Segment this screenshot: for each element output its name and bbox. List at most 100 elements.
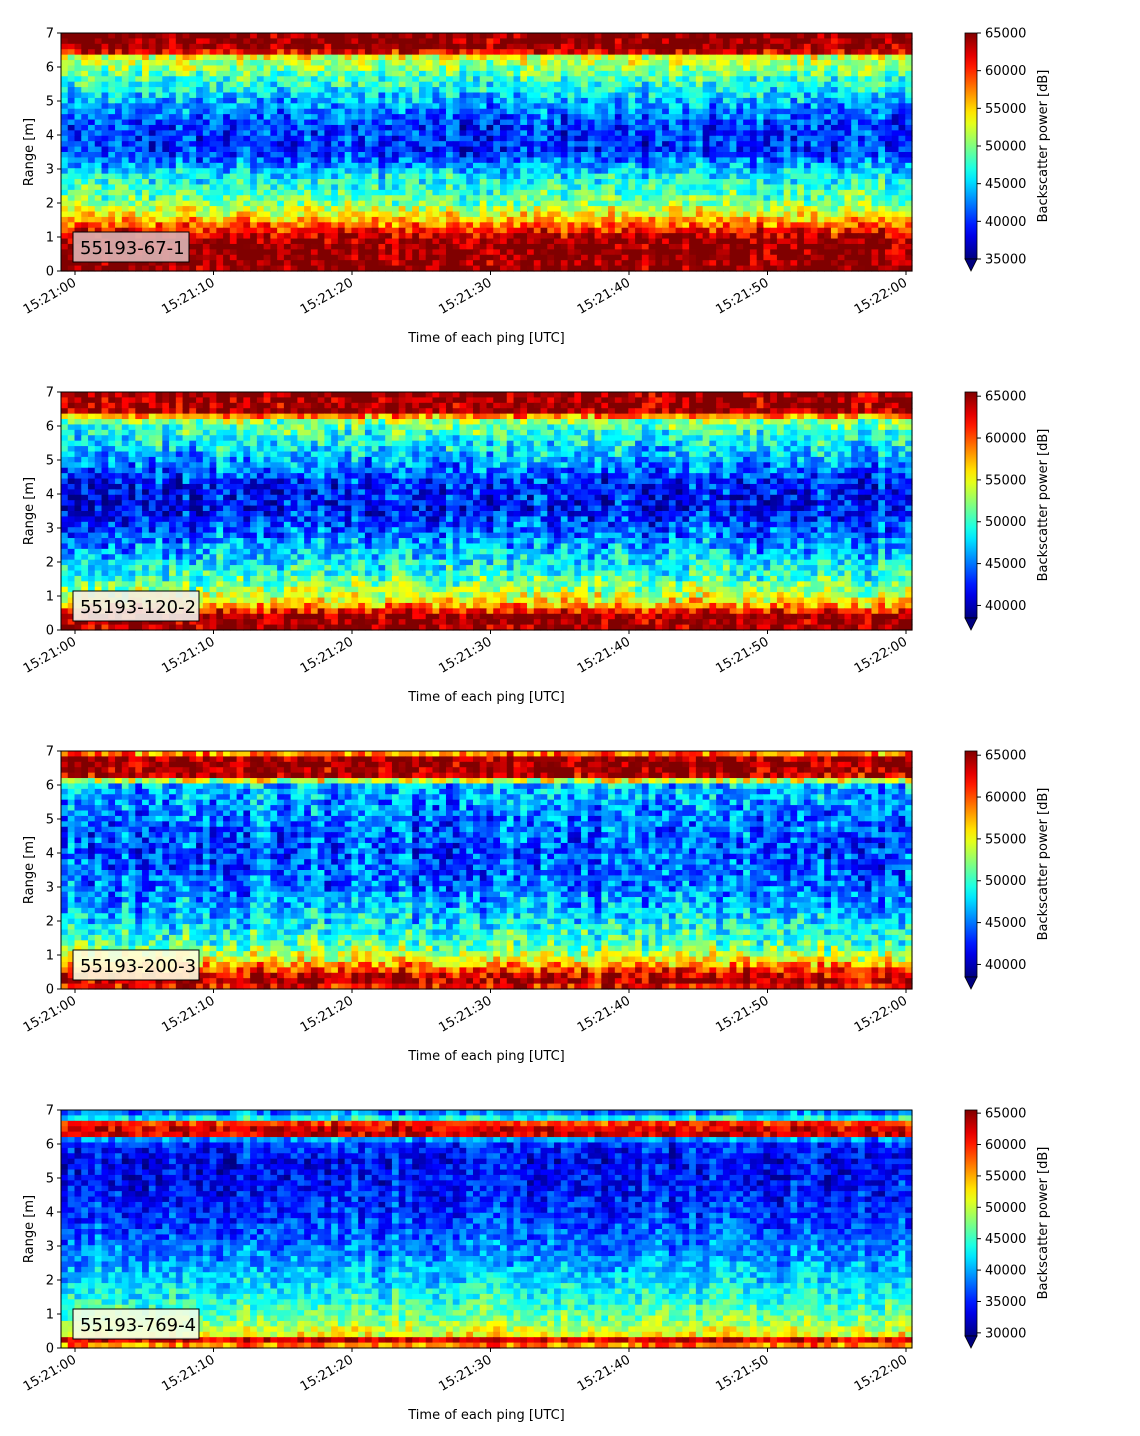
heatmap-cell bbox=[655, 92, 663, 99]
heatmap-cell bbox=[540, 119, 548, 126]
heatmap-cell bbox=[763, 216, 771, 223]
heatmap-cell bbox=[871, 238, 879, 245]
heatmap-cell bbox=[81, 227, 89, 234]
heatmap-cell bbox=[445, 189, 454, 196]
heatmap-cell bbox=[398, 146, 407, 153]
heatmap-cell bbox=[317, 65, 325, 72]
heatmap-cell bbox=[554, 70, 562, 77]
heatmap-cell bbox=[128, 124, 136, 131]
heatmap-cell bbox=[94, 189, 103, 196]
heatmap-cell bbox=[864, 157, 873, 164]
heatmap-cell bbox=[283, 222, 292, 229]
heatmap-cell bbox=[337, 97, 346, 104]
heatmap-cell bbox=[709, 103, 717, 110]
heatmap-cell bbox=[614, 168, 623, 175]
heatmap-cell bbox=[878, 54, 886, 61]
heatmap-cell bbox=[608, 92, 616, 99]
heatmap-cell bbox=[722, 130, 731, 137]
heatmap-cell bbox=[256, 108, 265, 115]
heatmap-cell bbox=[425, 70, 434, 77]
heatmap-cell bbox=[594, 146, 602, 153]
heatmap-cell bbox=[729, 70, 737, 77]
heatmap-cell bbox=[209, 227, 217, 234]
heatmap-cell bbox=[905, 216, 913, 223]
heatmap-cell bbox=[439, 216, 447, 223]
heatmap-cell bbox=[351, 173, 359, 180]
heatmap-cell bbox=[770, 216, 778, 223]
heatmap-cell bbox=[290, 157, 298, 164]
heatmap-cell bbox=[716, 119, 724, 126]
heatmap-cell bbox=[540, 141, 548, 148]
heatmap-cell bbox=[878, 81, 886, 88]
heatmap-cell bbox=[94, 81, 103, 88]
heatmap-cell bbox=[304, 124, 312, 131]
heatmap-cell bbox=[466, 54, 474, 61]
heatmap-cell bbox=[148, 43, 157, 50]
heatmap-cell bbox=[439, 238, 447, 245]
heatmap-cell bbox=[270, 243, 278, 250]
heatmap-cell bbox=[533, 130, 542, 137]
heatmap-cell bbox=[884, 108, 893, 115]
heatmap-cell bbox=[662, 146, 670, 153]
heatmap-cell bbox=[398, 49, 407, 56]
heatmap-cell bbox=[520, 238, 528, 245]
heatmap-cell bbox=[216, 87, 224, 94]
heatmap-cell bbox=[432, 108, 440, 115]
heatmap-cell bbox=[878, 189, 886, 196]
heatmap-cell bbox=[736, 146, 744, 153]
heatmap-cell bbox=[74, 206, 82, 213]
heatmap-cell bbox=[324, 108, 332, 115]
heatmap-cell bbox=[736, 173, 744, 180]
heatmap-cell bbox=[864, 124, 873, 131]
heatmap-cell bbox=[466, 152, 474, 159]
heatmap-cell bbox=[655, 114, 663, 121]
heatmap-cell bbox=[317, 227, 325, 234]
heatmap-cell bbox=[783, 60, 792, 67]
heatmap-cell bbox=[574, 92, 582, 99]
heatmap-cell bbox=[898, 189, 906, 196]
heatmap-cell bbox=[884, 33, 893, 40]
heatmap-cell bbox=[554, 195, 562, 202]
heatmap-cell bbox=[101, 103, 109, 110]
heatmap-cell bbox=[439, 195, 447, 202]
heatmap-cell bbox=[844, 152, 852, 159]
heatmap-cell bbox=[74, 49, 82, 56]
heatmap-cell bbox=[351, 43, 359, 50]
heatmap-cell bbox=[587, 233, 596, 240]
heatmap-cell bbox=[790, 157, 798, 164]
heatmap-cell bbox=[905, 200, 913, 207]
heatmap-cell bbox=[581, 211, 589, 218]
heatmap-cell bbox=[324, 49, 332, 56]
heatmap-cell bbox=[67, 33, 76, 40]
heatmap-cell bbox=[452, 243, 461, 250]
heatmap-cell bbox=[317, 119, 325, 126]
heatmap-cell bbox=[493, 114, 501, 121]
heatmap-cell bbox=[223, 43, 231, 50]
heatmap-cell bbox=[871, 87, 879, 94]
heatmap-cell bbox=[432, 206, 440, 213]
heatmap-cell bbox=[290, 92, 298, 99]
heatmap-cell bbox=[67, 60, 76, 67]
heatmap-cell bbox=[202, 157, 211, 164]
heatmap-cell bbox=[223, 189, 231, 196]
heatmap-cell bbox=[310, 81, 319, 88]
heatmap-cell bbox=[844, 60, 852, 67]
heatmap-cell bbox=[891, 206, 900, 213]
heatmap-cell bbox=[101, 70, 109, 77]
heatmap-cell bbox=[108, 114, 116, 121]
heatmap-cell bbox=[621, 124, 629, 131]
heatmap-cell bbox=[810, 173, 819, 180]
heatmap-cell bbox=[425, 162, 434, 169]
heatmap-cell bbox=[445, 87, 454, 94]
heatmap-cell bbox=[324, 216, 332, 223]
heatmap-cell bbox=[459, 179, 467, 186]
heatmap-cell bbox=[128, 130, 136, 137]
heatmap-cell bbox=[682, 108, 690, 115]
heatmap-cell bbox=[648, 179, 656, 186]
heatmap-cell bbox=[378, 70, 386, 77]
heatmap-cell bbox=[331, 49, 339, 56]
heatmap-cell bbox=[736, 114, 744, 121]
heatmap-cell bbox=[520, 65, 528, 72]
heatmap-cell bbox=[277, 238, 285, 245]
heatmap-cell bbox=[236, 54, 244, 61]
